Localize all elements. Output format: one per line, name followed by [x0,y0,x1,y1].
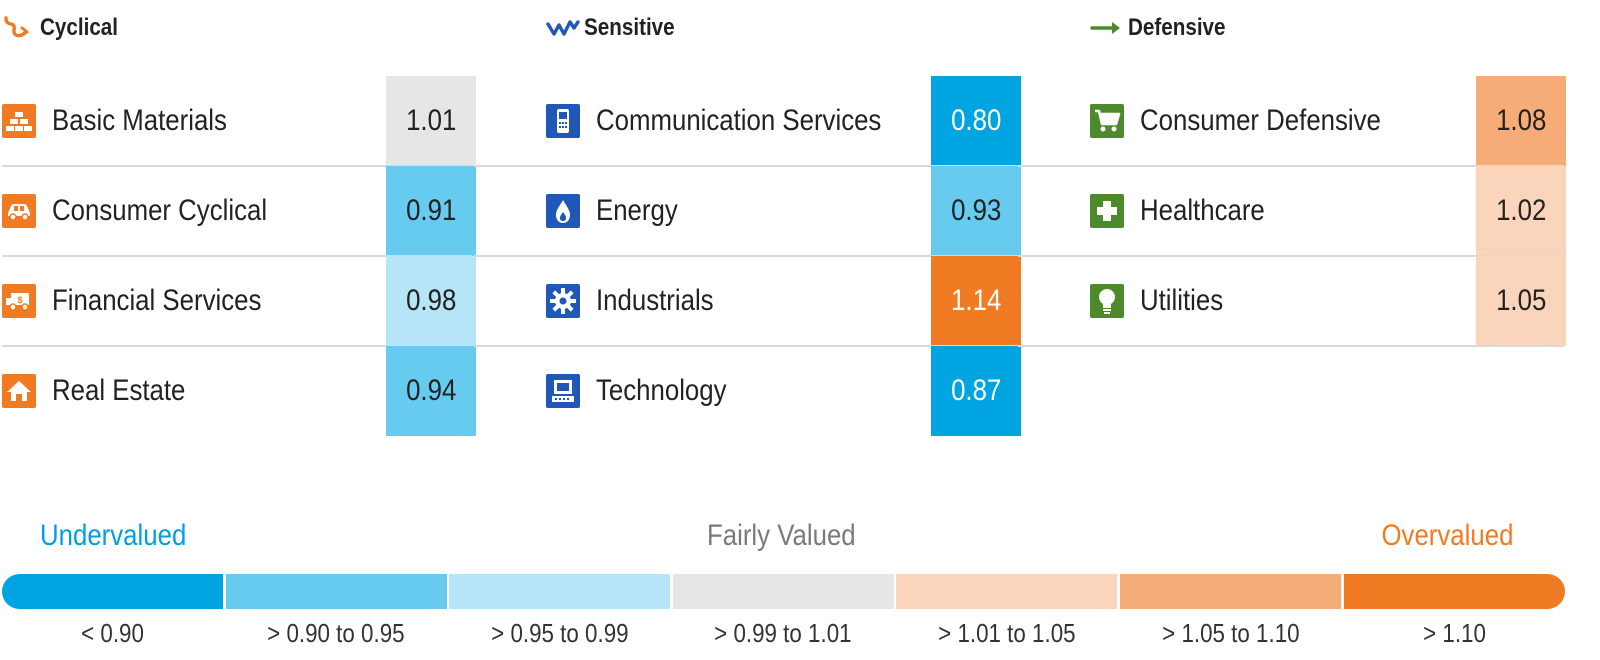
bank-truck-icon: $ [2,284,36,318]
sensitive-trend-icon [546,13,584,43]
flame-icon [546,194,580,228]
phone-icon [546,104,580,138]
sector-row: Healthcare 1.02 [1090,166,1566,256]
sector-row: Consumer Defensive 1.08 [1090,76,1566,166]
sector-value-cell: 0.80 [931,76,1021,166]
row-divider [474,165,1020,167]
sector-name: Consumer Defensive [1140,104,1381,137]
sector-name: Real Estate [52,374,186,407]
scale-tick-label: > 1.10 [1422,618,1486,648]
sector-value-cell: 1.08 [1476,76,1566,166]
sector-name: Financial Services [52,284,262,317]
legend-label-fairly-valued: Fairly Valued [707,519,856,552]
gold-bars-icon [2,104,36,138]
sector-row: $ Financial Services 0.98 [2,256,476,346]
sector-value: 1.01 [405,104,457,137]
gear-icon [546,284,580,318]
scale-tick-label: > 1.05 to 1.10 [1161,618,1300,648]
light-bulb-icon [1090,284,1124,318]
group-header: Defensive [1090,8,1241,48]
defensive-arrow-icon [1090,13,1128,43]
scale-segment [672,574,894,609]
sector-value: 0.98 [405,284,457,317]
scale-segment [1120,574,1342,609]
group-title: Defensive [1128,14,1226,41]
sector-row: Utilities 1.05 [1090,256,1566,346]
sector-value: 0.87 [950,374,1002,407]
sector-value: 1.08 [1495,104,1547,137]
sector-value: 0.91 [405,194,457,227]
sector-name: Consumer Cyclical [52,194,268,227]
house-icon [2,374,36,408]
sector-value: 1.05 [1495,284,1547,317]
legend-label-overvalued: Overvalued [1381,519,1513,552]
scale-segment [225,574,447,609]
sector-value-cell: 0.93 [931,166,1021,256]
sector-row: Energy 0.93 [546,166,1021,256]
sector-row: Basic Materials 1.01 [2,76,476,166]
sector-name: Basic Materials [52,104,227,137]
sector-value-cell: 1.14 [931,256,1021,346]
group-title: Sensitive [584,14,675,41]
sector-row: Technology 0.87 [546,346,1021,436]
computer-icon [546,374,580,408]
row-divider [1018,165,1564,167]
sector-name: Technology [596,374,727,407]
sector-value-cell: 1.02 [1476,166,1566,256]
medical-cross-icon [1090,194,1124,228]
scale-tick-label: > 1.01 to 1.05 [938,618,1076,648]
row-divider [2,255,472,257]
sector-value: 0.80 [950,104,1002,137]
row-divider [1018,345,1564,347]
svg-text:$: $ [17,295,22,305]
sector-value: 1.14 [950,284,1002,317]
row-divider [474,255,1020,257]
sector-name: Industrials [596,284,714,317]
sector-value-cell: 1.01 [386,76,476,166]
group-defensive: Defensive Consumer Defensive 1.08 Health… [1018,0,1566,440]
group-sensitive: Sensitive Communication Services 0.80 En… [474,0,1021,440]
sector-value: 0.93 [950,194,1002,227]
scale-tick-label: < 0.90 [81,618,144,648]
scale-tick-label: > 0.99 to 1.01 [714,618,853,648]
sector-value-cell: 0.91 [386,166,476,256]
sector-value-cell: 0.98 [386,256,476,346]
sector-value: 1.02 [1495,194,1547,227]
scale-tick-label: > 0.90 to 0.95 [267,618,405,648]
sector-value-cell: 0.87 [931,346,1021,436]
group-header: Cyclical [2,8,131,48]
shopping-cart-icon [1090,104,1124,138]
group-title: Cyclical [40,14,119,41]
group-header: Sensitive [546,8,689,48]
sector-row: Consumer Cyclical 0.91 [2,166,476,256]
sector-name: Utilities [1140,284,1224,317]
sector-row: Industrials 1.14 [546,256,1021,346]
scale-segment [2,574,224,609]
sector-value-cell: 0.94 [386,346,476,436]
scale-tick-label: > 0.95 to 0.99 [491,618,629,648]
scale-segment [1343,574,1565,609]
row-divider [2,165,472,167]
sector-name: Healthcare [1140,194,1265,227]
row-divider [1018,255,1564,257]
sector-value: 0.94 [405,374,457,407]
sector-row: Real Estate 0.94 [2,346,476,436]
scale-segment [449,574,671,609]
sector-value-cell: 1.05 [1476,256,1566,346]
legend-label-undervalued: Undervalued [40,519,187,552]
sector-name: Energy [596,194,678,227]
sector-row: Communication Services 0.80 [546,76,1021,166]
car-icon [2,194,36,228]
group-cyclical: Cyclical Basic Materials 1.01 Consumer C… [2,0,476,440]
row-divider [474,345,1020,347]
sector-name: Communication Services [596,104,882,137]
row-divider [2,345,472,347]
cyclical-trend-icon [2,13,40,43]
scale-segment [896,574,1118,609]
